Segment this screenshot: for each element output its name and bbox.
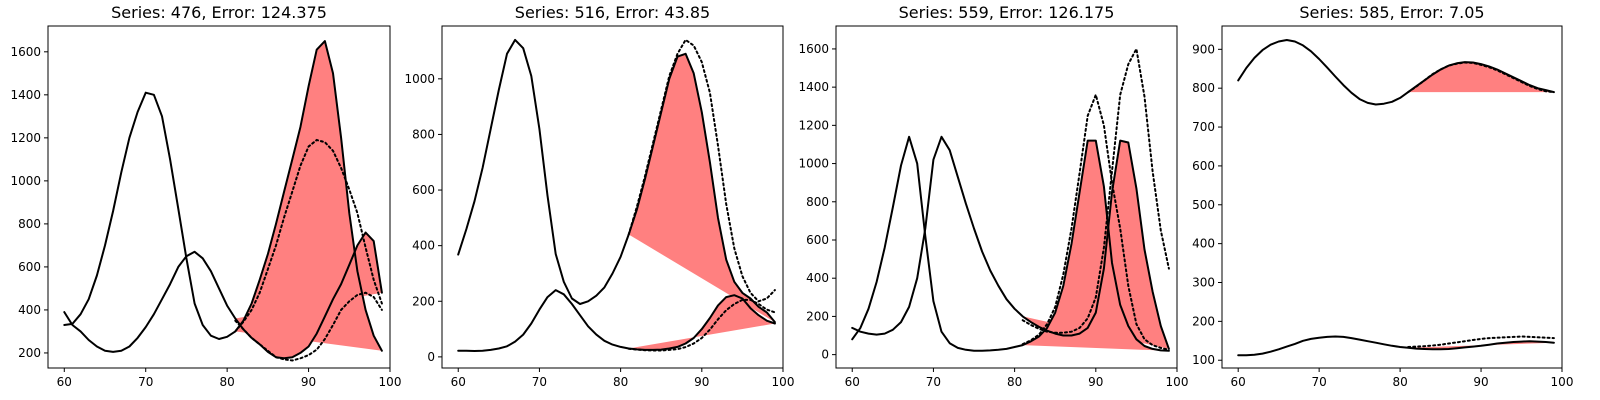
x-tick-label: 90 [301, 375, 316, 389]
y-tick-label: 0 [821, 348, 829, 362]
plot-frame [835, 25, 1178, 369]
y-tick-label: 800 [412, 127, 435, 141]
y-tick-label: 200 [18, 346, 41, 360]
x-tick-label: 60 [57, 375, 72, 389]
chart-panel-4: Series: 585, Error: 7.05 60 70 80 90 100 100 20… [1192, 3, 1573, 389]
series-line [1237, 39, 1555, 106]
x-tick-label: 60 [451, 375, 466, 389]
y-tick-label: 1000 [798, 157, 829, 171]
x-tick-label: 70 [532, 375, 547, 389]
x-tick-label: 100 [379, 375, 402, 389]
series-line [457, 38, 776, 324]
y-tick-label: 400 [806, 271, 829, 285]
y-tick-label: 500 [1192, 198, 1215, 212]
x-tick-label: 80 [220, 375, 235, 389]
series-line [851, 135, 1170, 352]
x-tick-label: 60 [845, 375, 860, 389]
x-tick-label: 70 [1312, 375, 1327, 389]
y-tick-label: 200 [806, 309, 829, 323]
error-band [628, 53, 775, 323]
y-tick-label: 200 [412, 294, 435, 308]
x-tick-label: 80 [613, 375, 628, 389]
chart-panel-1: Series: 476, Error: 124.375 60 70 80 90 100 20… [10, 3, 401, 389]
forecast-line [1021, 45, 1170, 334]
series-line [1237, 335, 1555, 357]
chart-title: Series: 585, Error: 7.05 [1299, 3, 1484, 22]
y-tick-label: 0 [427, 350, 435, 364]
series-line [63, 40, 383, 352]
y-tick-label: 300 [1192, 276, 1215, 290]
y-tick-label: 600 [1192, 159, 1215, 173]
y-tick-label: 1200 [10, 131, 41, 145]
series-line [851, 135, 1170, 350]
x-tick-label: 100 [772, 375, 795, 389]
y-tick-label: 1400 [798, 80, 829, 94]
series-line [457, 289, 776, 352]
x-tick-label: 100 [1166, 375, 1189, 389]
plot-frame [441, 25, 784, 369]
x-tick-label: 90 [1473, 375, 1488, 389]
y-tick-label: 700 [1192, 120, 1215, 134]
plot-frame [1221, 25, 1563, 369]
forecast-line [1407, 61, 1555, 94]
y-tick-label: 800 [18, 217, 41, 231]
x-tick-label: 90 [1088, 375, 1103, 389]
chart-title: Series: 559, Error: 126.175 [899, 3, 1115, 22]
y-tick-label: 1000 [404, 72, 435, 86]
x-tick-label: 70 [926, 375, 941, 389]
series-line [63, 231, 383, 360]
y-tick-label: 600 [18, 260, 41, 274]
forecast-line [627, 38, 776, 303]
forecast-line [234, 138, 383, 333]
forecast-line [1021, 91, 1170, 351]
y-tick-label: 1000 [10, 174, 41, 188]
y-tick-label: 200 [1192, 314, 1215, 328]
x-tick-label: 100 [1551, 375, 1574, 389]
y-tick-label: 400 [1192, 237, 1215, 251]
x-tick-label: 80 [1007, 375, 1022, 389]
x-tick-label: 90 [694, 375, 709, 389]
y-tick-label: 400 [18, 303, 41, 317]
error-band [1022, 140, 1169, 349]
y-tick-label: 1600 [798, 42, 829, 56]
error-band [1022, 140, 1169, 351]
x-tick-label: 70 [138, 375, 153, 389]
forecast-line [627, 298, 776, 352]
x-tick-label: 60 [1231, 375, 1246, 389]
y-tick-label: 800 [806, 195, 829, 209]
forecast-line [1407, 335, 1555, 348]
y-tick-label: 100 [1192, 353, 1215, 367]
x-tick-label: 80 [1392, 375, 1407, 389]
y-tick-label: 400 [412, 239, 435, 253]
y-tick-label: 1600 [10, 45, 41, 59]
y-tick-label: 600 [412, 183, 435, 197]
y-tick-label: 1400 [10, 88, 41, 102]
plot-frame [47, 25, 391, 369]
y-tick-label: 1200 [798, 118, 829, 132]
y-tick-label: 800 [1192, 81, 1215, 95]
error-band [1408, 62, 1554, 93]
chart-title: Series: 516, Error: 43.85 [515, 3, 710, 22]
y-tick-label: 600 [806, 233, 829, 247]
y-tick-label: 900 [1192, 42, 1215, 56]
error-band [628, 295, 775, 350]
chart-title: Series: 476, Error: 124.375 [111, 3, 327, 22]
forecast-line [234, 291, 383, 362]
